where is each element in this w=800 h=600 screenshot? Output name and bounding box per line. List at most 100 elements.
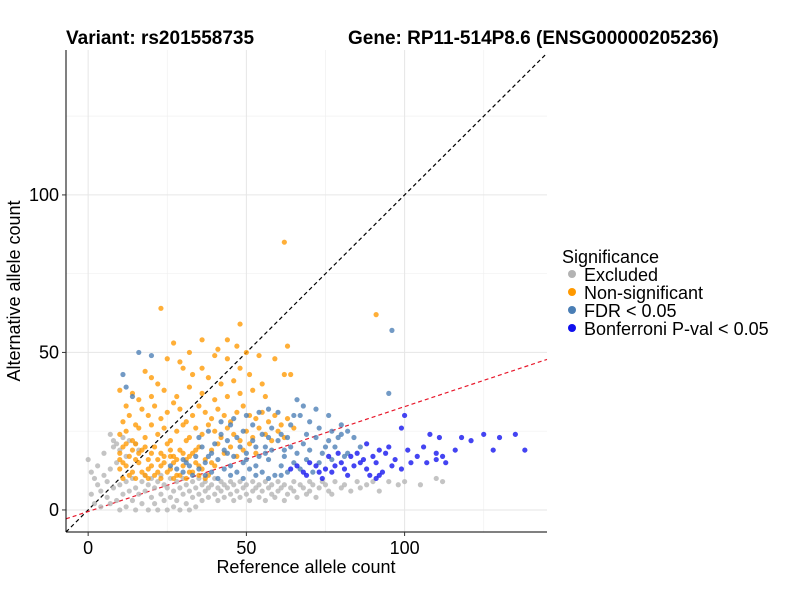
point-series-3 [452,447,458,453]
point-series-0 [152,501,158,507]
point-series-2 [281,447,287,453]
point-series-1 [189,450,196,456]
point-series-3 [458,434,465,441]
point-series-0 [114,441,120,447]
point-series-0 [193,485,199,491]
point-series-2 [193,453,199,459]
point-series-1 [158,475,164,482]
point-series-1 [212,352,218,359]
point-series-1 [193,447,199,453]
point-series-2 [272,472,278,478]
point-series-2 [310,469,316,475]
point-series-0 [208,482,215,488]
point-series-0 [348,488,354,494]
point-series-2 [215,456,221,463]
point-series-0 [234,488,240,494]
point-series-1 [167,438,174,444]
point-series-1 [224,337,230,343]
point-series-2 [345,450,351,456]
point-series-0 [269,482,275,488]
point-series-0 [364,482,370,488]
point-series-0 [133,507,139,513]
point-series-2 [259,431,265,437]
point-series-1 [234,409,240,415]
point-series-0 [117,507,123,513]
point-series-1 [120,419,126,425]
point-series-3 [345,472,351,478]
point-series-3 [522,447,528,453]
point-series-1 [145,456,151,463]
legend-swatch [568,270,576,278]
point-series-2 [246,466,253,472]
point-series-2 [186,463,193,469]
point-series-1 [291,425,297,431]
point-series-2 [148,352,155,359]
point-series-2 [345,428,351,434]
point-series-1 [129,447,136,453]
point-series-0 [303,491,310,497]
point-series-1 [167,453,174,459]
point-series-2 [269,447,275,453]
point-series-3 [408,460,414,466]
point-series-2 [275,409,281,415]
point-series-0 [357,485,363,491]
point-series-1 [237,438,243,444]
point-series-1 [224,425,230,431]
point-series-3 [307,460,313,466]
point-series-1 [136,450,142,456]
point-series-1 [205,375,212,381]
point-series-2 [297,412,303,419]
point-series-1 [183,438,189,444]
point-series-2 [351,434,357,441]
point-series-0 [158,491,164,497]
point-series-3 [433,450,439,456]
point-series-1 [186,434,193,441]
point-series-3 [376,447,382,453]
point-series-3 [427,431,433,437]
point-series-1 [180,365,186,371]
point-series-0 [218,488,224,494]
point-series-2 [237,444,243,450]
point-series-2 [281,453,287,459]
point-series-1 [117,450,123,456]
point-series-1 [123,441,129,447]
point-series-2 [205,453,212,459]
point-series-0 [240,485,246,491]
point-series-2 [319,450,325,456]
point-series-1 [117,431,123,437]
point-series-0 [256,494,262,500]
tick-labels: 0 50 100 0 50 100 [29,185,420,558]
point-series-1 [212,428,218,434]
point-series-2 [322,444,329,450]
point-series-0 [177,507,183,513]
point-series-1 [133,456,139,463]
point-series-0 [341,482,348,488]
point-series-2 [297,466,303,472]
point-series-1 [152,403,158,409]
point-series-2 [253,463,259,469]
point-series-0 [167,494,174,500]
point-series-2 [253,444,259,450]
point-series-0 [148,494,155,500]
point-series-1 [180,463,186,469]
point-series-2 [174,466,180,472]
point-series-1 [167,447,174,453]
point-series-3 [490,447,496,453]
point-series-1 [281,239,287,245]
point-series-0 [170,488,177,494]
point-series-2 [199,444,205,450]
point-series-2 [262,444,268,450]
point-series-1 [288,371,294,378]
point-series-0 [300,485,306,491]
point-series-2 [240,428,246,434]
point-series-2 [234,434,240,441]
point-series-0 [224,485,230,491]
point-series-0 [174,497,180,504]
point-series-1 [224,393,230,400]
data-points [85,239,528,513]
point-series-0 [221,482,227,488]
point-series-0 [123,478,129,485]
point-series-1 [120,475,126,482]
point-series-0 [123,504,129,510]
point-series-2 [303,456,310,463]
